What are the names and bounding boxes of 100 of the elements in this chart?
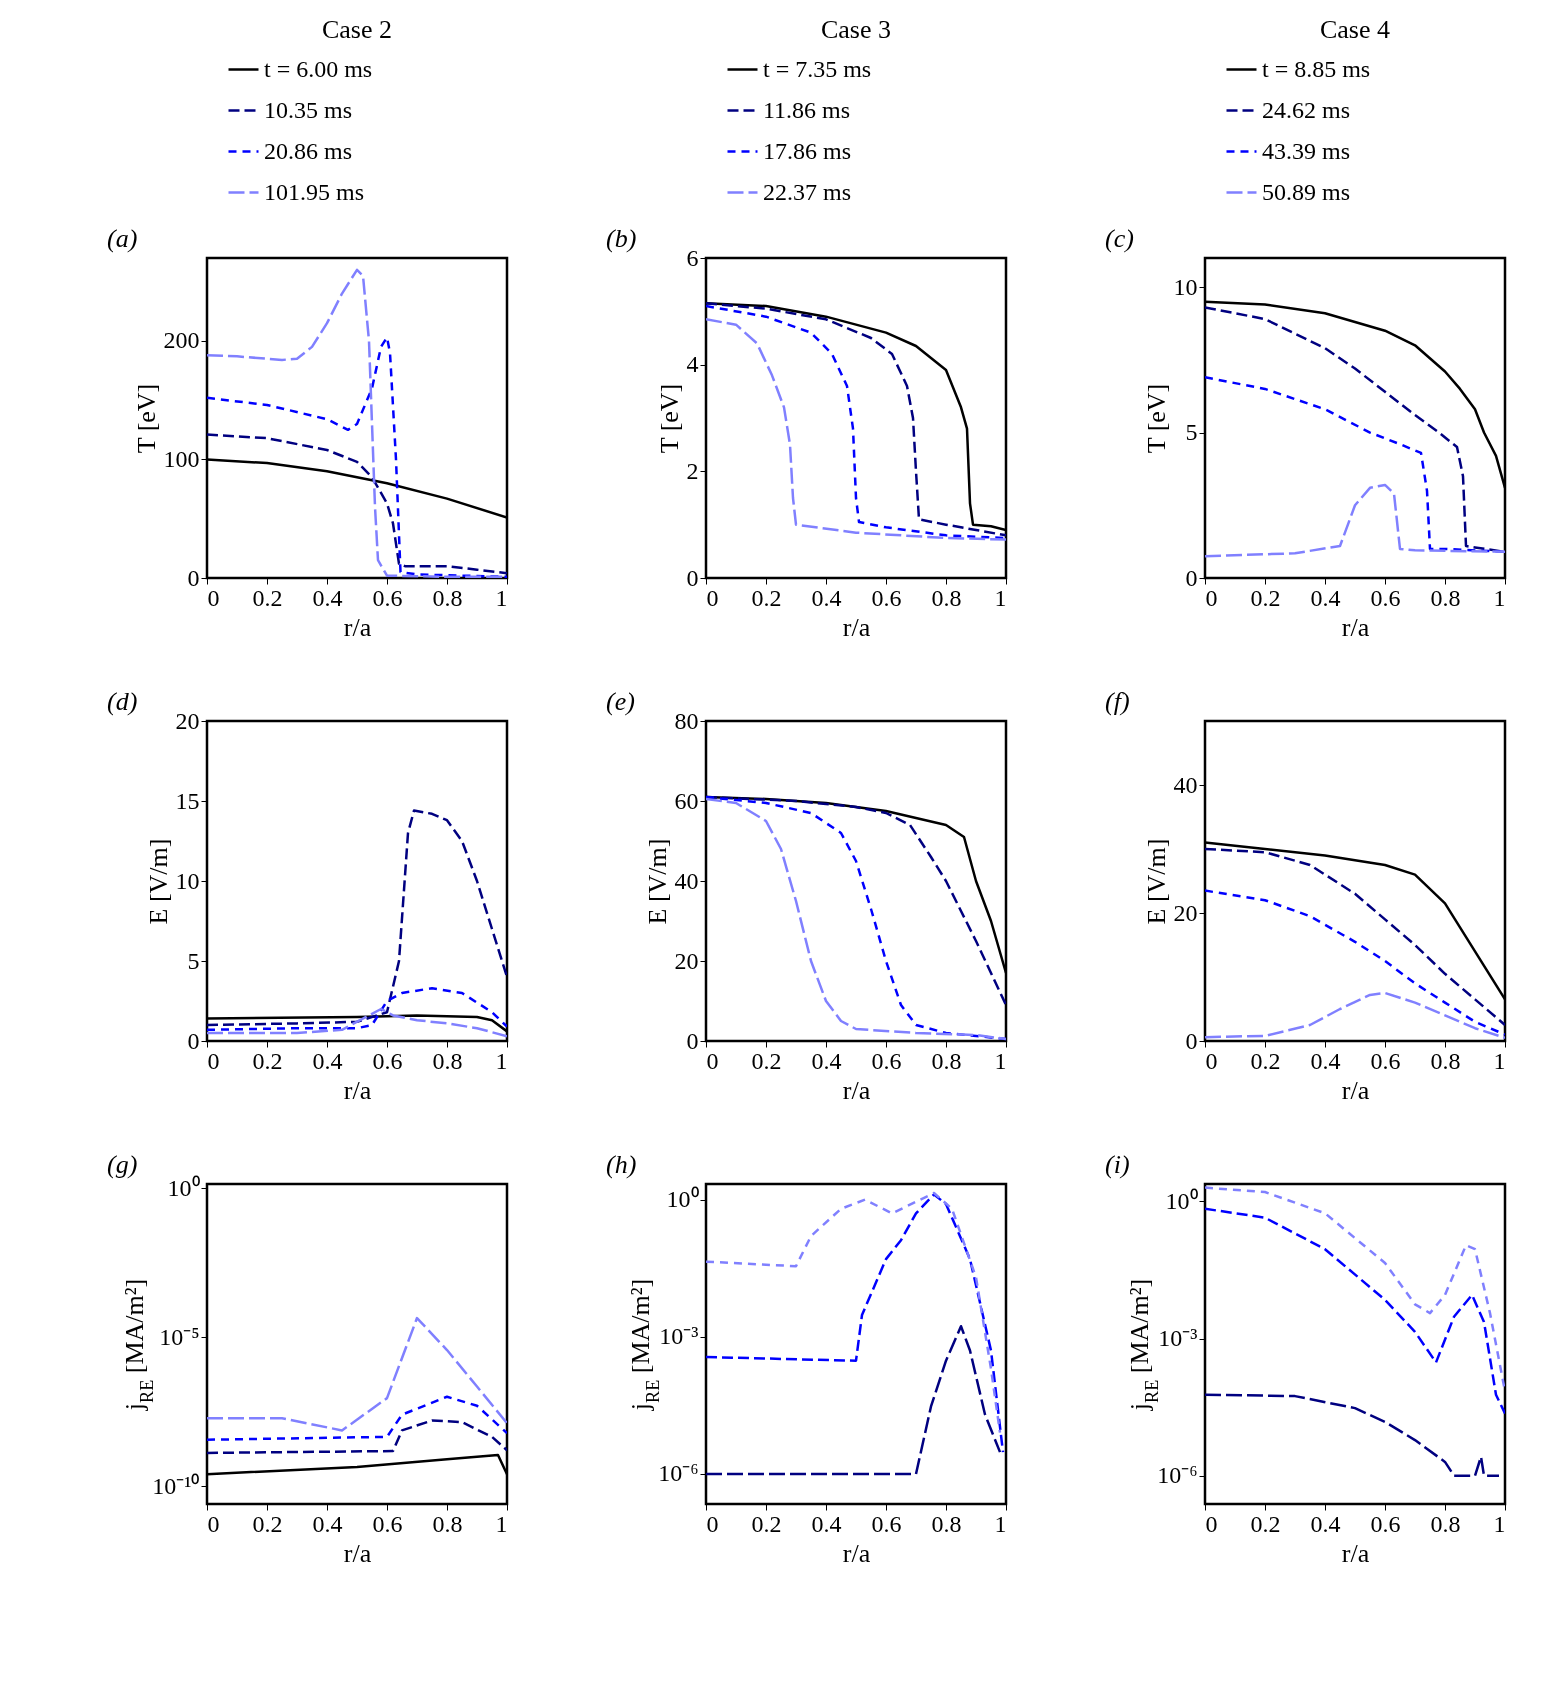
x-tick-label: 0.6: [871, 584, 902, 611]
y-tick-label: 60: [674, 787, 699, 814]
x-tick-label: 1: [495, 584, 508, 611]
line-series: [1205, 847, 1505, 1027]
y-tick-label: 10⁻⁶: [1157, 1462, 1198, 1489]
x-tick-label: 0.8: [1430, 584, 1461, 611]
x-tick-label: 0.4: [312, 1047, 343, 1074]
text: (i): [1105, 1150, 1130, 1179]
legend-label: t = 7.35 ms: [763, 55, 872, 82]
x-axis-title: r/a: [842, 612, 871, 642]
x-tick-label: 0.4: [312, 1510, 343, 1537]
y-tick-label: 0: [187, 564, 200, 591]
legend-label: 17.86 ms: [763, 137, 852, 164]
legend-label: 10.35 ms: [264, 96, 353, 123]
y-tick-label: 2: [686, 457, 699, 484]
y-tick-label: 6: [686, 244, 699, 271]
text: (a): [107, 224, 138, 253]
y-tick-label: 0: [686, 564, 699, 591]
y-tick-label: 10⁻¹⁰: [152, 1472, 200, 1499]
x-tick-label: 0: [207, 1510, 220, 1537]
y-axis-title: T [eV]: [654, 383, 684, 454]
text: (e): [606, 687, 635, 716]
x-tick-label: 1: [994, 1510, 1007, 1537]
x-tick-label: 0.4: [1310, 1047, 1341, 1074]
text: (h): [606, 1150, 637, 1179]
x-tick-label: 0.4: [811, 1047, 842, 1074]
x-tick-label: 0.6: [372, 584, 403, 611]
y-tick-label: 10⁻⁶: [658, 1460, 699, 1487]
line-series: [207, 336, 507, 578]
chart-title: Case 4: [1319, 15, 1391, 44]
line-series: [1205, 483, 1505, 558]
x-tick-label: 1: [495, 1510, 508, 1537]
line-series: [706, 1325, 1002, 1476]
x-tick-label: 0.4: [312, 584, 343, 611]
x-tick-label: 0.4: [1310, 1510, 1341, 1537]
legend-label: 11.86 ms: [763, 96, 851, 123]
y-axis-title: T [eV]: [131, 383, 161, 454]
x-tick-label: 0.8: [432, 584, 463, 611]
x-axis-title: r/a: [343, 1075, 372, 1105]
line-series: [207, 433, 507, 575]
y-tick-label: 80: [674, 707, 699, 734]
y-tick-label: 10: [1173, 273, 1198, 300]
legend-label: t = 6.00 ms: [264, 55, 373, 82]
y-tick-label: 10⁰: [167, 1174, 200, 1201]
y-tick-label: 0: [1185, 1027, 1198, 1054]
text: (c): [1105, 224, 1134, 253]
x-axis-title: r/a: [842, 1538, 871, 1568]
y-tick-label: 10⁰: [666, 1186, 699, 1213]
legend-label: 101.95 ms: [264, 178, 365, 205]
x-tick-label: 0.6: [372, 1510, 403, 1537]
x-tick-label: 1: [994, 1047, 1007, 1074]
chart-title: Case 2: [321, 15, 393, 44]
line-series: [207, 1419, 507, 1455]
x-axis-title: r/a: [842, 1075, 871, 1105]
x-axis-title: r/a: [1341, 1075, 1370, 1105]
y-tick-label: 200: [163, 327, 200, 354]
y-axis-title: E [V/m]: [1141, 838, 1171, 925]
x-tick-label: 0.6: [372, 1047, 403, 1074]
x-tick-label: 0.2: [751, 1047, 782, 1074]
x-tick-label: 0.2: [1250, 1047, 1281, 1074]
x-tick-label: 0.4: [811, 584, 842, 611]
y-tick-label: 20: [674, 947, 699, 974]
line-series: [1205, 889, 1505, 1036]
x-tick-label: 0.2: [751, 1510, 782, 1537]
y-tick-label: 0: [1185, 564, 1198, 591]
x-axis-title: r/a: [343, 612, 372, 642]
legend-label: 24.62 ms: [1262, 96, 1351, 123]
x-axis-title: r/a: [343, 1538, 372, 1568]
line-series: [207, 1395, 507, 1441]
y-tick-label: 10: [175, 867, 200, 894]
x-tick-label: 0.8: [931, 584, 962, 611]
y-tick-label: 0: [187, 1027, 200, 1054]
x-tick-label: 0.8: [931, 1510, 962, 1537]
x-tick-label: 0.6: [871, 1047, 902, 1074]
x-tick-label: 0.6: [1370, 584, 1401, 611]
y-tick-label: 40: [674, 867, 699, 894]
y-tick-label: 0: [686, 1027, 699, 1054]
x-tick-label: 0.2: [252, 584, 283, 611]
x-tick-label: 0.8: [1430, 1510, 1461, 1537]
x-axis-title: r/a: [1341, 612, 1370, 642]
y-tick-label: 10⁻⁵: [159, 1323, 200, 1350]
legend-label: t = 8.85 ms: [1262, 55, 1371, 82]
y-tick-label: 20: [1173, 899, 1198, 926]
x-tick-label: 0.6: [871, 1510, 902, 1537]
x-tick-label: 0: [706, 584, 719, 611]
y-tick-label: 5: [187, 947, 200, 974]
x-tick-label: 1: [495, 1047, 508, 1074]
y-tick-label: 15: [175, 787, 200, 814]
x-tick-label: 0: [706, 1047, 719, 1074]
y-axis-title: T [eV]: [1141, 383, 1171, 454]
line-series: [207, 1007, 507, 1038]
x-tick-label: 0.2: [252, 1510, 283, 1537]
line-series: [1205, 991, 1505, 1040]
line-series: [207, 809, 507, 1027]
line-series: [207, 986, 507, 1032]
text: (d): [107, 687, 138, 716]
x-tick-label: 0.4: [811, 1510, 842, 1537]
x-tick-label: 0: [1205, 1510, 1218, 1537]
legend-label: 22.37 ms: [763, 178, 852, 205]
x-tick-label: 0: [207, 584, 220, 611]
